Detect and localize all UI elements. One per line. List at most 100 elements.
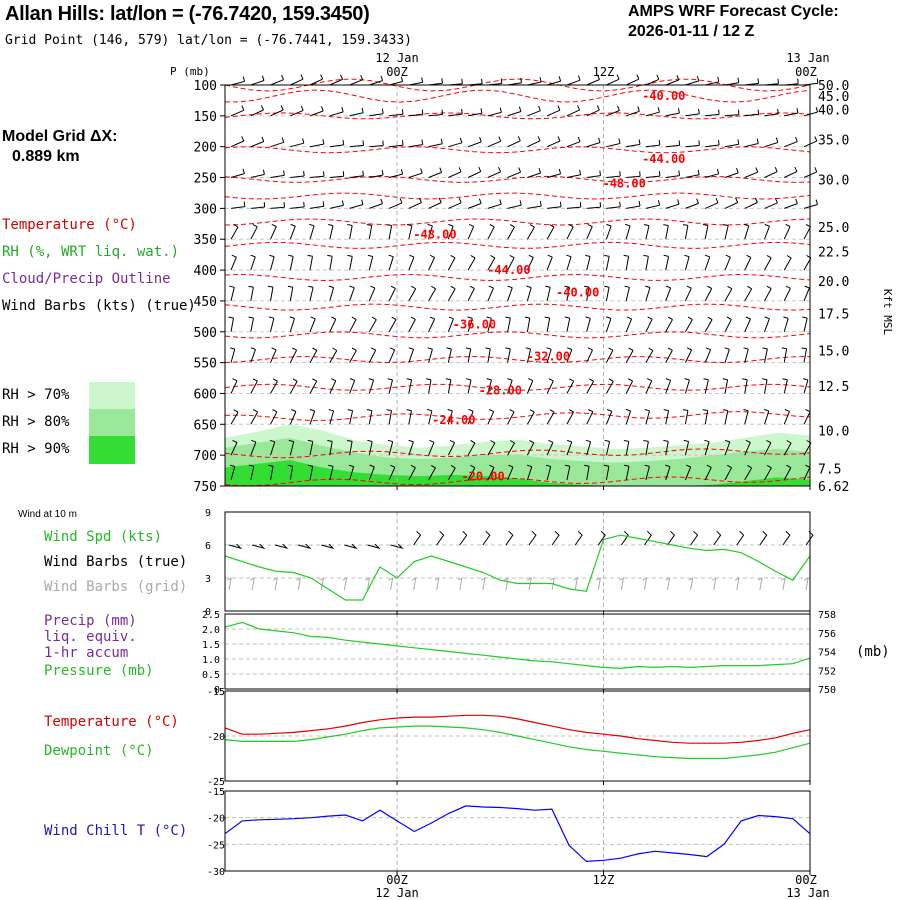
isotherm-label-9: -24.00: [432, 413, 475, 427]
wind-barb: [507, 409, 515, 425]
wind-barb: [505, 347, 511, 363]
wind-barb: [268, 464, 274, 481]
wind-barb: [447, 439, 456, 456]
top-date-1: 13 Jan: [786, 51, 829, 65]
wind-barb: [783, 464, 792, 481]
wind-barb: [762, 347, 768, 363]
wind-barb: [665, 347, 673, 363]
wind-barb: [781, 347, 788, 363]
isotherm-4: [224, 175, 811, 183]
wind-barb: [408, 139, 424, 148]
wind-barb: [803, 285, 810, 302]
wind-barb: [388, 347, 396, 363]
wind-barb: [229, 464, 236, 481]
wind-barb: [486, 378, 492, 394]
wind-ytick-6: 6: [205, 541, 211, 552]
height-tick-10: 12.5: [818, 380, 849, 395]
wind-barb: [604, 439, 611, 456]
wind-barb: [426, 409, 433, 425]
wind-barb: [507, 106, 522, 117]
wind-barb: [348, 464, 355, 481]
wind-barb: [566, 439, 573, 456]
wind-barb: [328, 409, 335, 425]
wind-barb: [624, 464, 630, 481]
wind-barb: [585, 254, 591, 271]
wind-barb: [606, 105, 620, 117]
wind-barb: [764, 223, 770, 240]
wind10-barb-true: [620, 530, 629, 546]
wind-barb: [803, 409, 811, 425]
wind10-barb-true: [667, 530, 676, 546]
wind-barb: [764, 316, 770, 332]
wind-barb: [406, 378, 413, 394]
wind-barb: [270, 137, 285, 148]
isotherm-14: [224, 448, 811, 459]
wind-barb: [606, 138, 621, 148]
wind10-barb-grid: [688, 577, 694, 591]
isotherm-label-2: -48.00: [602, 177, 645, 191]
wind-barb: [507, 440, 515, 456]
wind-barb: [764, 285, 772, 302]
wind-barb: [546, 76, 562, 86]
bottom-time-1: 12Z: [593, 873, 615, 887]
isotherm-10: [224, 331, 811, 339]
wind-barb: [526, 285, 532, 302]
model-grid-title: Model Grid ΔX:: [2, 128, 118, 145]
wind-barb: [230, 409, 239, 425]
wind-barb: [507, 224, 515, 240]
wind-barb: [447, 285, 456, 302]
pressure-label: Pressure (mb): [44, 663, 154, 679]
wind-barb: [665, 108, 680, 117]
wind-barb: [527, 105, 541, 117]
wind-barb: [369, 198, 383, 209]
wind-barb: [645, 285, 651, 302]
wind-barb: [603, 464, 610, 481]
bottom-date-0: 12 Jan: [375, 886, 418, 900]
model-grid-value: 0.889 km: [12, 148, 80, 165]
wind-barb: [684, 347, 693, 363]
wind10-barb-grid: [457, 577, 463, 591]
height-tick-13: 6.62: [818, 480, 849, 495]
wind10-barb-grid: [619, 577, 625, 591]
wind-barb: [250, 224, 258, 240]
wind-barb: [387, 439, 394, 456]
wind-barb: [704, 198, 719, 209]
wind-barb: [546, 378, 554, 394]
wind10-barb-true: [482, 530, 491, 546]
wind-barb: [408, 109, 424, 117]
wind-barb: [329, 74, 344, 86]
wind10-barb-true: [251, 543, 266, 550]
wind-barb: [744, 439, 751, 456]
wind-barb: [684, 316, 693, 333]
wind-barb: [328, 285, 335, 302]
wind-barb: [465, 347, 472, 363]
precip-ytick-2.5: 2.5: [202, 610, 220, 621]
wind-barb: [309, 139, 325, 148]
height-tick-1: 45.0: [818, 90, 849, 105]
wind10-barb-true: [390, 543, 404, 550]
wind10-barb-grid: [365, 577, 371, 591]
wind-barb: [744, 78, 760, 86]
wind-barb: [270, 223, 277, 240]
wind-barb: [605, 223, 612, 240]
label-layer: -40.00 -44.00 -48.00 -48.00 -44.00 -40.00 -36.…: [170, 51, 894, 900]
wind-barb: [684, 254, 690, 271]
wind-barb: [448, 167, 462, 178]
wind10-barb-true: [275, 543, 289, 550]
wind-barb: [526, 254, 534, 271]
td-ytick--20: -20: [207, 732, 225, 743]
wind-barb: [604, 285, 610, 301]
pressure-tick-600: 600: [194, 387, 217, 402]
wind-barb: [724, 139, 740, 148]
height-tick-9: 15.0: [818, 344, 849, 359]
wind-barb: [645, 378, 653, 394]
wind-barb: [546, 136, 561, 148]
wind-barb: [290, 105, 304, 117]
wind-barb: [388, 198, 403, 209]
wind-barb: [784, 136, 798, 148]
wind-barb: [349, 75, 364, 86]
wind-barb: [526, 224, 535, 240]
wind-barb: [705, 140, 720, 148]
wind-barb: [388, 285, 396, 302]
wind10-barb-grid: [434, 577, 440, 591]
